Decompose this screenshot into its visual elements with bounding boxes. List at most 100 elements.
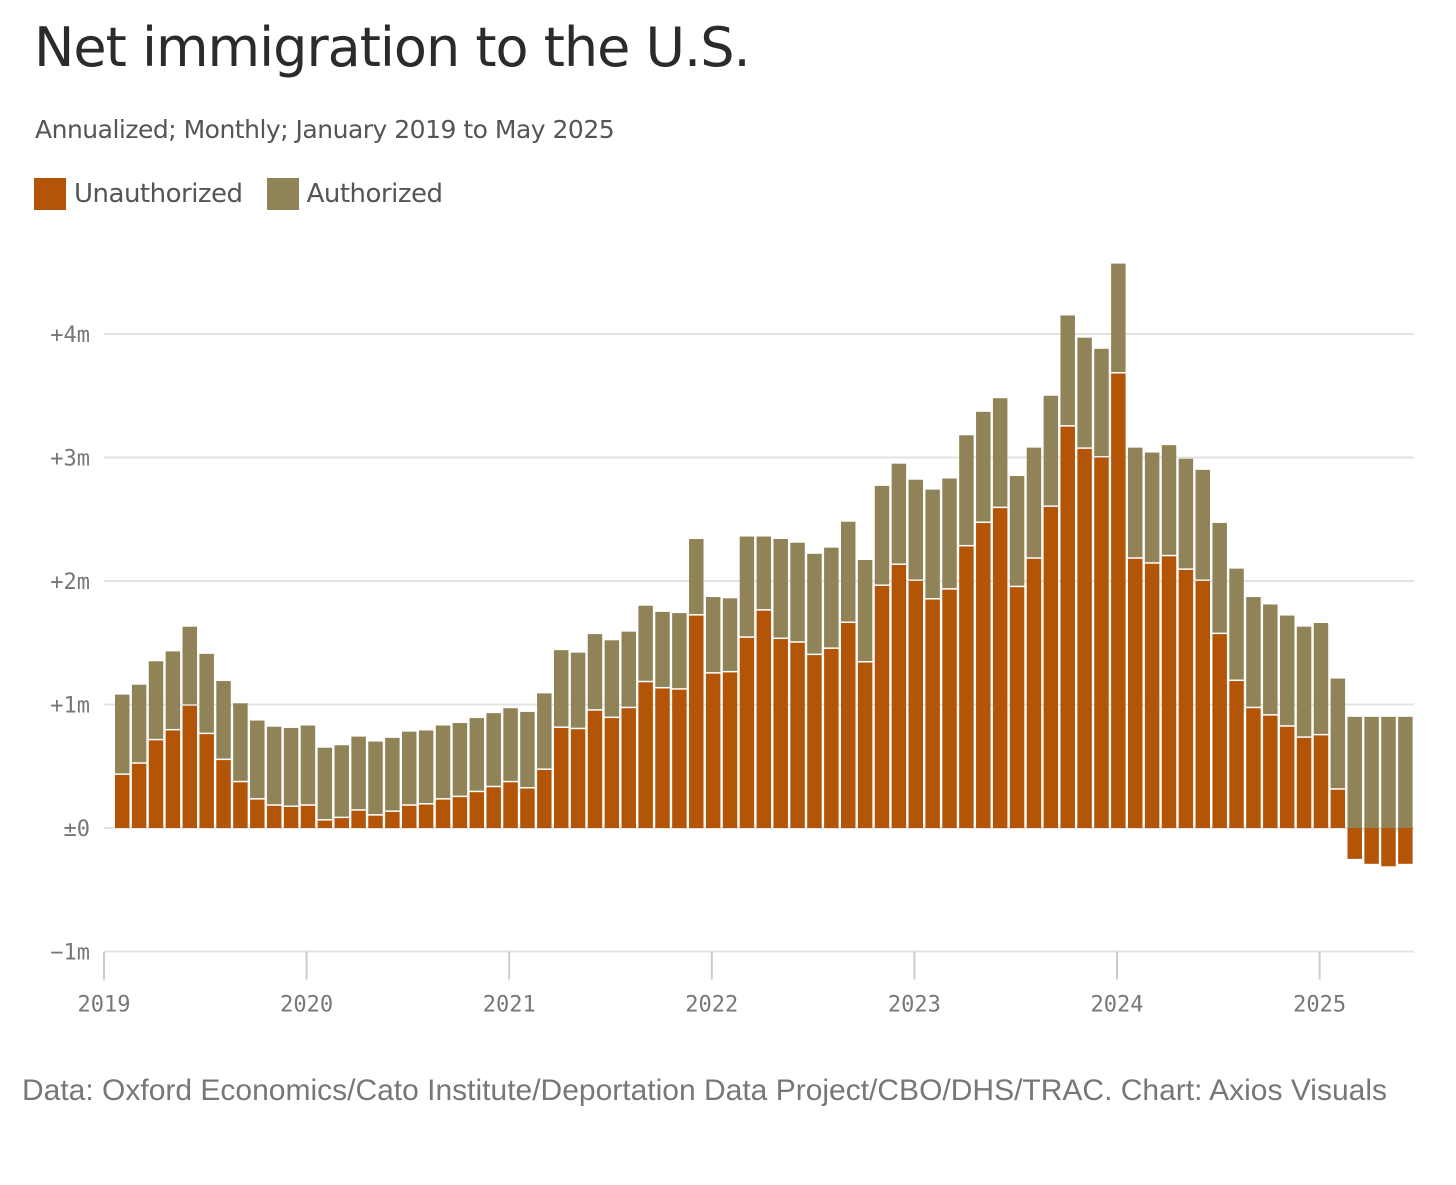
bar-authorized	[1263, 604, 1278, 715]
x-tick-label: 2025	[1293, 993, 1346, 1018]
bar-authorized	[739, 536, 755, 637]
bar-authorized	[908, 479, 923, 580]
bar-unauthorized	[435, 799, 451, 828]
bar-authorized	[1279, 615, 1295, 726]
bar-unauthorized	[537, 769, 552, 828]
bar-unauthorized	[1347, 828, 1362, 859]
bar-authorized	[216, 681, 231, 759]
bar-unauthorized	[891, 564, 907, 828]
y-tick-label: −1m	[50, 941, 90, 966]
bar-unauthorized	[1195, 581, 1211, 828]
bar-unauthorized	[1330, 789, 1346, 828]
bar-unauthorized	[1398, 828, 1413, 864]
bar-unauthorized	[587, 710, 603, 828]
bar-unauthorized	[418, 804, 434, 828]
x-tick-label: 2023	[888, 993, 941, 1018]
bar-authorized	[1364, 716, 1379, 828]
bar-unauthorized	[334, 818, 349, 828]
bar-unauthorized	[486, 787, 501, 828]
bar-unauthorized	[1009, 587, 1025, 828]
bar-authorized	[266, 726, 282, 805]
bar-unauthorized	[1026, 558, 1042, 828]
bar-authorized	[1229, 568, 1244, 680]
bar-unauthorized	[638, 682, 653, 828]
bar-authorized	[1060, 315, 1075, 426]
bar-authorized	[1161, 445, 1177, 555]
bar-authorized	[452, 723, 468, 796]
bar-authorized	[1296, 626, 1312, 737]
bar-unauthorized	[233, 782, 248, 828]
bar-unauthorized	[351, 810, 366, 828]
y-tick-label: ±0	[64, 817, 91, 842]
bar-authorized	[672, 613, 687, 689]
chart-title: Net immigration to the U.S.	[34, 16, 751, 79]
bar-authorized	[148, 661, 164, 739]
bar-unauthorized	[1094, 457, 1109, 828]
bar-unauthorized	[553, 727, 569, 828]
bar-unauthorized	[874, 585, 890, 828]
bar-unauthorized	[1060, 426, 1075, 828]
bar-unauthorized	[756, 610, 772, 828]
bar-authorized	[976, 411, 991, 522]
bar-authorized	[756, 536, 772, 610]
x-tick-label: 2022	[685, 993, 738, 1018]
bar-authorized	[503, 708, 518, 781]
bar-authorized	[790, 542, 805, 642]
bar-unauthorized	[942, 589, 957, 828]
bar-authorized	[537, 693, 552, 769]
bar-authorized	[1195, 469, 1211, 580]
bar-authorized	[1128, 447, 1143, 558]
bar-unauthorized	[300, 805, 316, 828]
bar-authorized	[621, 631, 636, 707]
bar-unauthorized	[959, 546, 974, 828]
bar-authorized	[1398, 716, 1413, 828]
bar-unauthorized	[840, 622, 856, 828]
bar-unauthorized	[148, 740, 164, 828]
bar-unauthorized	[1381, 828, 1396, 867]
bar-unauthorized	[1364, 828, 1379, 864]
bar-authorized	[891, 463, 907, 564]
bar-authorized	[1212, 522, 1227, 633]
bar-unauthorized	[824, 648, 839, 828]
bar-unauthorized	[1212, 634, 1227, 828]
bar-authorized	[520, 711, 535, 787]
legend-item-unauthorized: Unauthorized	[34, 178, 243, 210]
bar-authorized	[300, 725, 316, 805]
bar-authorized	[351, 736, 366, 810]
bar-authorized	[1026, 447, 1042, 558]
bar-authorized	[604, 640, 620, 717]
y-tick-label: +1m	[50, 694, 90, 719]
bar-unauthorized	[216, 760, 231, 828]
bar-authorized	[992, 398, 1008, 507]
bar-unauthorized	[283, 807, 299, 828]
bar-authorized	[1144, 452, 1160, 563]
bar-unauthorized	[1043, 506, 1059, 828]
bar-authorized	[807, 553, 822, 654]
bar-unauthorized	[908, 581, 923, 828]
bar-authorized	[165, 651, 181, 729]
bar-unauthorized	[469, 792, 485, 828]
bar-authorized	[722, 598, 738, 671]
bar-authorized	[1043, 395, 1059, 506]
bar-unauthorized	[182, 705, 198, 828]
legend-label-unauthorized: Unauthorized	[74, 179, 243, 209]
bar-unauthorized	[266, 805, 282, 828]
bar-authorized	[486, 713, 501, 786]
bar-unauthorized	[1128, 558, 1143, 828]
bar-unauthorized	[1111, 373, 1126, 828]
legend-swatch-authorized	[266, 178, 299, 210]
bar-authorized	[959, 435, 974, 545]
bar-unauthorized	[739, 637, 755, 828]
bar-authorized	[418, 730, 434, 804]
bar-authorized	[553, 650, 569, 727]
bar-unauthorized	[1246, 708, 1261, 828]
bar-unauthorized	[722, 672, 738, 828]
bar-authorized	[317, 747, 333, 820]
bar-unauthorized	[1279, 726, 1295, 828]
bar-unauthorized	[976, 522, 991, 828]
bar-authorized	[1094, 348, 1109, 456]
bar-authorized	[824, 547, 839, 648]
bar-authorized	[1009, 476, 1025, 586]
bar-authorized	[1347, 716, 1362, 828]
bar-unauthorized	[385, 811, 400, 828]
